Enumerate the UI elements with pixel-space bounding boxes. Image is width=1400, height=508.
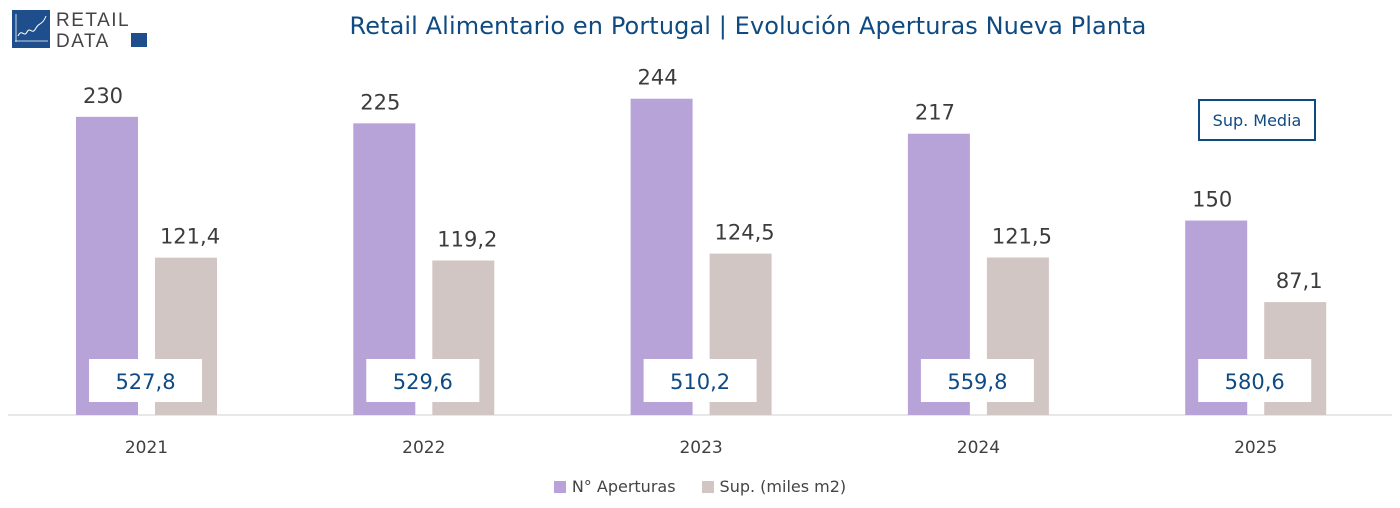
logo-text-data: DATA (56, 31, 110, 50)
retail-data-logo: RETAIL DATA (12, 10, 147, 50)
sup-media-value: 527,8 (115, 370, 175, 394)
sup-media-annotation-box: Sup. Media (1198, 99, 1316, 141)
legend-item-aperturas: N° Aperturas (553, 477, 676, 496)
data-label-superficie: 124,5 (715, 221, 775, 245)
sup-media-value: 559,8 (947, 370, 1007, 394)
data-label-superficie: 121,4 (160, 225, 220, 249)
sup-media-label-box (89, 359, 202, 402)
sup-media-label-box (1198, 359, 1312, 402)
legend-item-superficie: Sup. (miles m2) (701, 477, 847, 496)
sup-media-label-box (643, 359, 757, 402)
legend-label-aperturas: N° Aperturas (571, 477, 676, 496)
data-label-superficie: 119,2 (437, 227, 497, 251)
sup-media-label-box (366, 359, 480, 402)
sup-media-label-box (920, 359, 1034, 402)
data-label-superficie: 87,1 (1276, 269, 1323, 293)
logo-chart-icon (12, 10, 50, 48)
legend: N° Aperturas Sup. (miles m2) (0, 477, 1400, 496)
x-tick-label: 2023 (679, 438, 722, 458)
chart-title: Retail Alimentario en Portugal | Evoluci… (349, 12, 1147, 40)
data-label-aperturas: 230 (83, 84, 123, 108)
data-label-aperturas: 150 (1192, 188, 1232, 212)
data-label-aperturas: 244 (638, 66, 678, 90)
sup-media-value: 529,6 (393, 370, 453, 394)
legend-swatch-superficie (701, 480, 714, 493)
sup-media-value: 510,2 (670, 370, 730, 394)
x-tick-label: 2022 (402, 438, 445, 458)
x-tick-label: 2025 (1234, 438, 1277, 458)
logo-square (131, 33, 147, 47)
data-label-superficie: 121,5 (992, 225, 1052, 249)
data-label-aperturas: 225 (360, 90, 400, 114)
legend-label-superficie: Sup. (miles m2) (719, 477, 847, 496)
x-tick-label: 2021 (125, 438, 168, 458)
data-label-aperturas: 217 (915, 101, 955, 125)
sup-media-value: 580,6 (1225, 370, 1285, 394)
x-tick-label: 2024 (957, 438, 1000, 458)
legend-swatch-aperturas (553, 480, 566, 493)
logo-text-retail: RETAIL (56, 10, 130, 31)
